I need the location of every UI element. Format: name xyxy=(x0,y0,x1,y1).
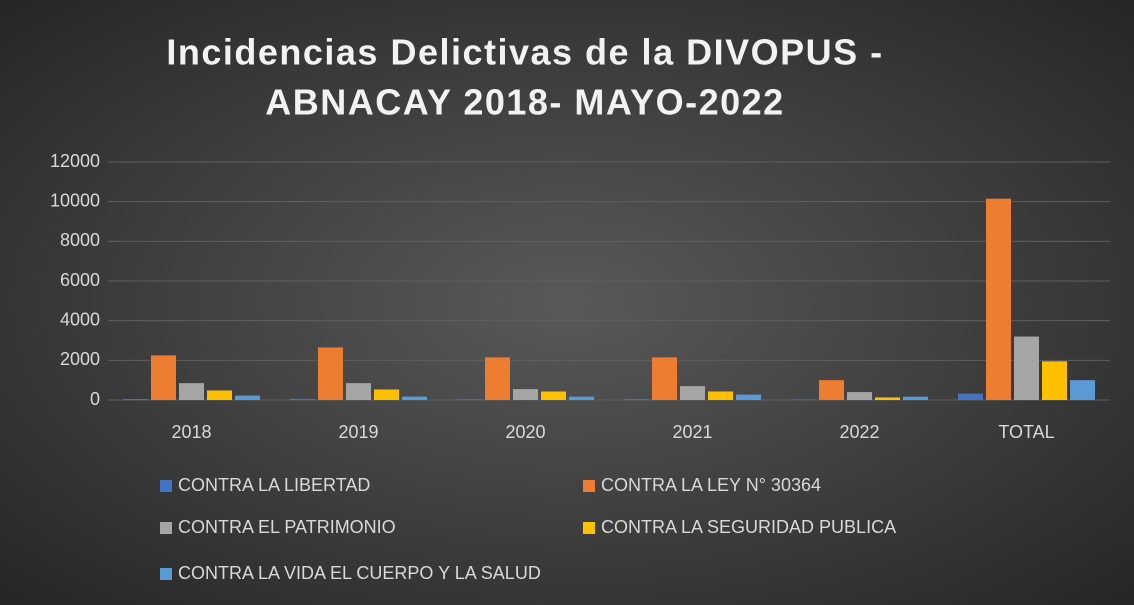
bar xyxy=(513,389,538,400)
legend-label: CONTRA LA LIBERTAD xyxy=(178,475,370,495)
bar xyxy=(986,198,1011,400)
x-tick-label: 2022 xyxy=(839,422,879,442)
x-tick-label: 2020 xyxy=(505,422,545,442)
bar xyxy=(374,389,399,400)
legend-label: CONTRA LA LEY N° 30364 xyxy=(601,475,821,495)
bar xyxy=(624,399,649,400)
bar xyxy=(485,357,510,400)
bar xyxy=(207,390,232,400)
bar xyxy=(1014,336,1039,400)
y-tick-label: 12000 xyxy=(50,151,100,171)
bar xyxy=(791,399,816,400)
legend-swatch xyxy=(160,568,172,580)
bar xyxy=(652,357,677,400)
chart-title: ABNACAY 2018- MAYO-2022 xyxy=(265,82,784,123)
legend-swatch xyxy=(583,522,595,534)
y-tick-label: 0 xyxy=(90,389,100,409)
legend-swatch xyxy=(583,480,595,492)
x-tick-label: TOTAL xyxy=(998,422,1054,442)
bar xyxy=(235,395,260,400)
chart-title: Incidencias Delictivas de la DIVOPUS - xyxy=(166,32,883,73)
bar xyxy=(290,398,315,400)
bar xyxy=(680,386,705,400)
bar xyxy=(903,396,928,400)
x-tick-label: 2021 xyxy=(672,422,712,442)
bar xyxy=(736,394,761,400)
bar xyxy=(958,393,983,400)
bar xyxy=(541,391,566,400)
x-tick-label: 2019 xyxy=(338,422,378,442)
bar xyxy=(402,396,427,400)
bar xyxy=(1070,380,1095,400)
bar xyxy=(875,397,900,400)
bar xyxy=(457,399,482,400)
bar xyxy=(708,391,733,400)
legend-swatch xyxy=(160,522,172,534)
y-tick-label: 2000 xyxy=(60,349,100,369)
bar xyxy=(569,396,594,400)
bar xyxy=(318,347,343,400)
bar xyxy=(179,383,204,400)
legend-label: CONTRA EL PATRIMONIO xyxy=(178,517,396,537)
x-tick-label: 2018 xyxy=(171,422,211,442)
bar xyxy=(151,355,176,400)
bar xyxy=(819,380,844,400)
y-tick-label: 4000 xyxy=(60,309,100,329)
y-tick-label: 10000 xyxy=(50,190,100,210)
legend-label: CONTRA LA VIDA EL CUERPO Y LA SALUD xyxy=(178,563,541,583)
legend-swatch xyxy=(160,480,172,492)
bar xyxy=(346,383,371,400)
bar xyxy=(847,392,872,400)
y-tick-label: 8000 xyxy=(60,230,100,250)
bar xyxy=(1042,361,1067,400)
legend-label: CONTRA LA SEGURIDAD PUBLICA xyxy=(601,517,896,537)
bar xyxy=(123,399,148,400)
y-tick-label: 6000 xyxy=(60,270,100,290)
